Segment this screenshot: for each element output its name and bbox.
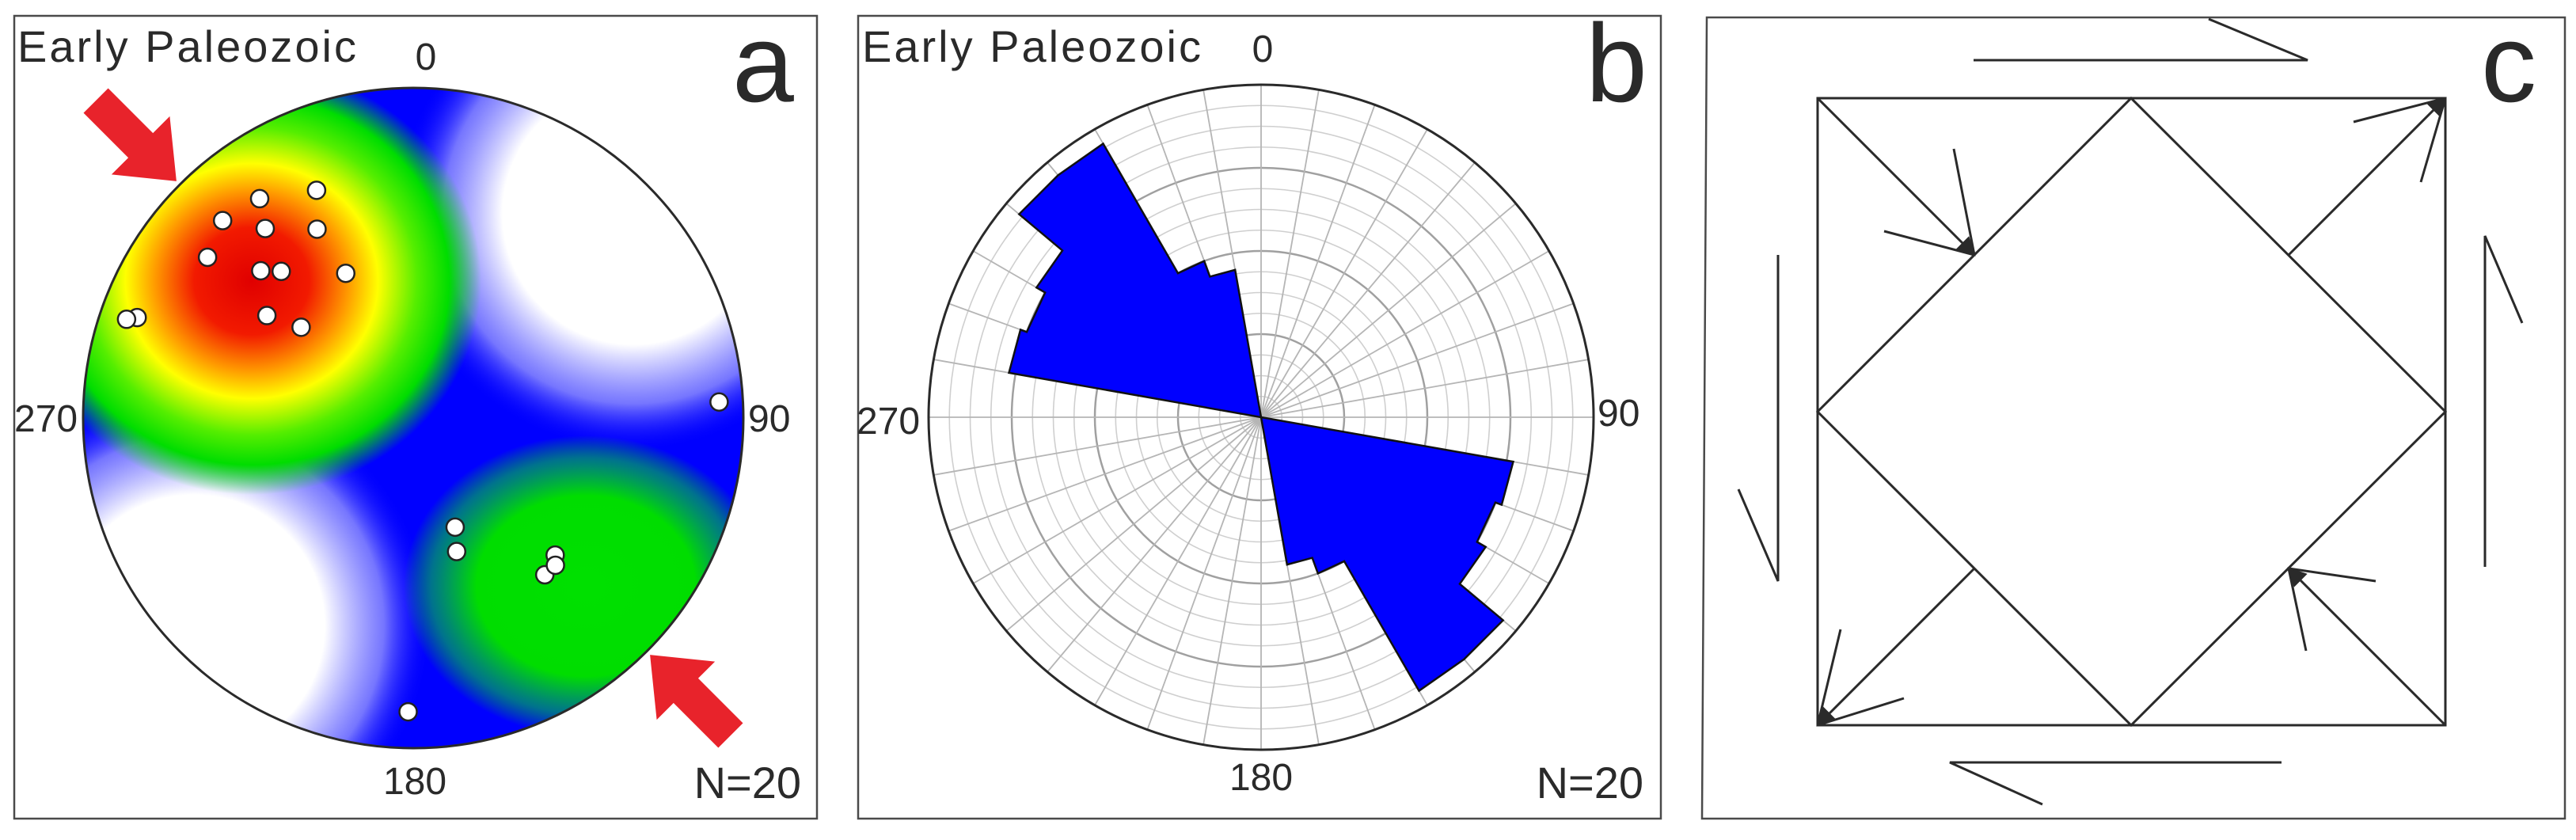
azimuth-label-s: 180 — [1229, 757, 1293, 799]
stress-arrow — [650, 655, 743, 748]
panel-a-frame — [13, 14, 819, 820]
rose-petals — [1007, 142, 1515, 693]
panel-c-shear-diagram: c — [1700, 1, 2567, 820]
stress-arrow — [83, 88, 177, 181]
shear-arrow-right — [2483, 235, 2524, 567]
arrowhead-se — [2287, 567, 2377, 652]
panel-c-letter: c — [2481, 1, 2536, 125]
rose-spoke — [1260, 359, 1589, 418]
pole-point — [249, 188, 270, 209]
panel-a-letter: a — [732, 1, 794, 125]
arrowhead-nw — [1883, 148, 1976, 257]
pole-point — [256, 306, 277, 325]
azimuth-label-n: 0 — [1252, 29, 1274, 70]
rose-spoke — [1260, 162, 1476, 418]
arrowhead-sw — [1816, 629, 1905, 727]
rose-petal-outline — [1007, 142, 1263, 419]
density-low-se — [404, 435, 743, 736]
rose-petal-outline — [1260, 416, 1515, 693]
rose-spoke — [1146, 416, 1262, 730]
panel-a-stereonet: Early Paleozoic a 0 90 180 270 N=20 — [13, 1, 819, 820]
rose-spoke — [1005, 416, 1262, 632]
rose-spoke — [1094, 416, 1262, 706]
pole-point — [212, 211, 233, 230]
azimuth-label-e: 90 — [1598, 393, 1639, 435]
pole-points — [116, 181, 729, 722]
pole-point — [336, 263, 356, 283]
azimuth-label-e: 90 — [748, 398, 790, 440]
pole-point — [271, 261, 291, 282]
pole-point — [251, 260, 271, 281]
pole-point — [445, 517, 465, 538]
rose-spoke — [972, 416, 1262, 584]
rose-spoke — [1260, 89, 1320, 418]
primitive-circle-a — [82, 86, 745, 750]
panel-c-frame — [1700, 16, 2567, 820]
arrowhead-ne — [2353, 97, 2447, 183]
panel-b-rose-diagram: Early Paleozoic b 0 90 180 270 N=20 — [857, 1, 1662, 820]
primitive-circle-b — [927, 83, 1595, 751]
pole-point — [116, 310, 137, 329]
panel-b-n-label: N=20 — [1537, 758, 1643, 808]
pole-point — [709, 392, 729, 412]
rose-spoke — [948, 416, 1262, 532]
shear-arrow-top — [1974, 17, 2308, 62]
inner-diamond — [1815, 96, 2448, 728]
panel-b-title: Early Paleozoic — [862, 21, 1203, 71]
diagonal-sw — [1816, 567, 1976, 727]
rose-spoke — [1260, 302, 1574, 418]
panel-a-n-label: N=20 — [694, 758, 801, 808]
pole-point — [197, 247, 218, 268]
pole-point — [291, 317, 311, 337]
rose-spoke — [1203, 416, 1262, 745]
panel-b-frame — [857, 14, 1662, 820]
rose-spoke — [1260, 105, 1376, 418]
stress-arrows — [83, 88, 743, 748]
pole-point — [306, 181, 327, 200]
azimuth-label-w: 270 — [857, 401, 920, 443]
pole-point — [255, 219, 275, 238]
diagonal-se — [2287, 567, 2447, 727]
rose-spoke — [1260, 203, 1517, 418]
rose-spoke — [1260, 128, 1428, 418]
diagonal-ne — [2287, 97, 2447, 257]
shear-arrow-bottom — [1949, 761, 2282, 806]
pole-point — [398, 701, 418, 722]
rose-spoke — [1260, 250, 1550, 418]
rose-spoke — [1047, 416, 1262, 673]
pole-point — [545, 555, 565, 576]
azimuth-label-w: 270 — [14, 398, 78, 440]
rose-spoke — [933, 416, 1262, 476]
diagonal-nw — [1816, 97, 1976, 257]
panel-a-title: Early Paleozoic — [17, 21, 359, 71]
panel-b-letter: b — [1586, 1, 1647, 125]
pole-point — [307, 219, 327, 239]
pole-point — [446, 542, 467, 561]
azimuth-label-n: 0 — [416, 36, 437, 78]
azimuth-label-s: 180 — [383, 761, 446, 803]
shear-arrow-left — [1737, 255, 1780, 582]
